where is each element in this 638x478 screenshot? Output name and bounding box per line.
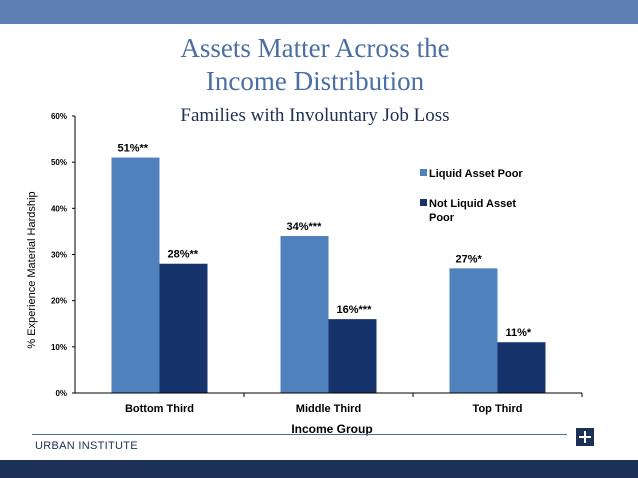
bar [328, 319, 377, 393]
legend-label: Not Liquid Asset [429, 198, 516, 210]
bottom-band [0, 460, 638, 478]
bar [111, 157, 160, 393]
y-tick-label: 40% [51, 204, 67, 213]
x-tick-label: Middle Third [296, 403, 361, 415]
legend-label: Liquid Asset Poor [429, 168, 523, 180]
y-tick-label: 60% [51, 112, 67, 121]
x-axis-title: Income Group [291, 422, 372, 436]
bar [497, 342, 546, 393]
legend-label: Poor [429, 212, 455, 224]
data-label: 28%** [168, 249, 199, 261]
y-tick-label: 0% [55, 389, 67, 398]
x-axis: Bottom Third Middle Third Top Third [75, 392, 583, 415]
bars: 51%** 28%** 34%*** 16%*** 27%* 11%* [111, 143, 546, 393]
slide-title-line-1: Assets Matter Across the [180, 33, 450, 63]
footer-brand: URBAN INSTITUTE [35, 440, 138, 452]
bar [449, 268, 498, 393]
legend: Liquid Asset Poor Not Liquid Asset Poor [420, 168, 523, 224]
chart-title: Families with Involuntary Job Loss [180, 105, 450, 126]
bar [280, 236, 329, 393]
y-axis-title: % Experience Material Hardship [26, 191, 38, 348]
y-axis: 0% 10% 20% 30% 40% 50% 60% [51, 112, 76, 398]
slide-title: Assets Matter Across the Income Distribu… [100, 32, 530, 98]
y-tick-label: 30% [51, 251, 67, 260]
footer-divider [32, 434, 567, 435]
urban-institute-logo [576, 428, 594, 446]
data-label: 34%*** [287, 221, 323, 233]
legend-swatch [420, 199, 427, 206]
y-tick-label: 10% [51, 343, 67, 352]
y-tick-label: 20% [51, 297, 67, 306]
slide-title-line-2: Income Distribution [205, 66, 425, 96]
logo-cross-horizontal [579, 436, 591, 438]
data-label: 27%* [456, 253, 483, 265]
data-label: 16%*** [337, 304, 373, 316]
x-tick-label: Top Third [473, 403, 523, 415]
y-tick-label: 50% [51, 158, 67, 167]
data-label: 51%** [118, 143, 149, 155]
bar [159, 263, 208, 393]
data-label: 11%* [506, 327, 532, 339]
x-tick-label: Bottom Third [125, 403, 194, 415]
top-band [0, 0, 638, 24]
legend-swatch [420, 169, 427, 176]
